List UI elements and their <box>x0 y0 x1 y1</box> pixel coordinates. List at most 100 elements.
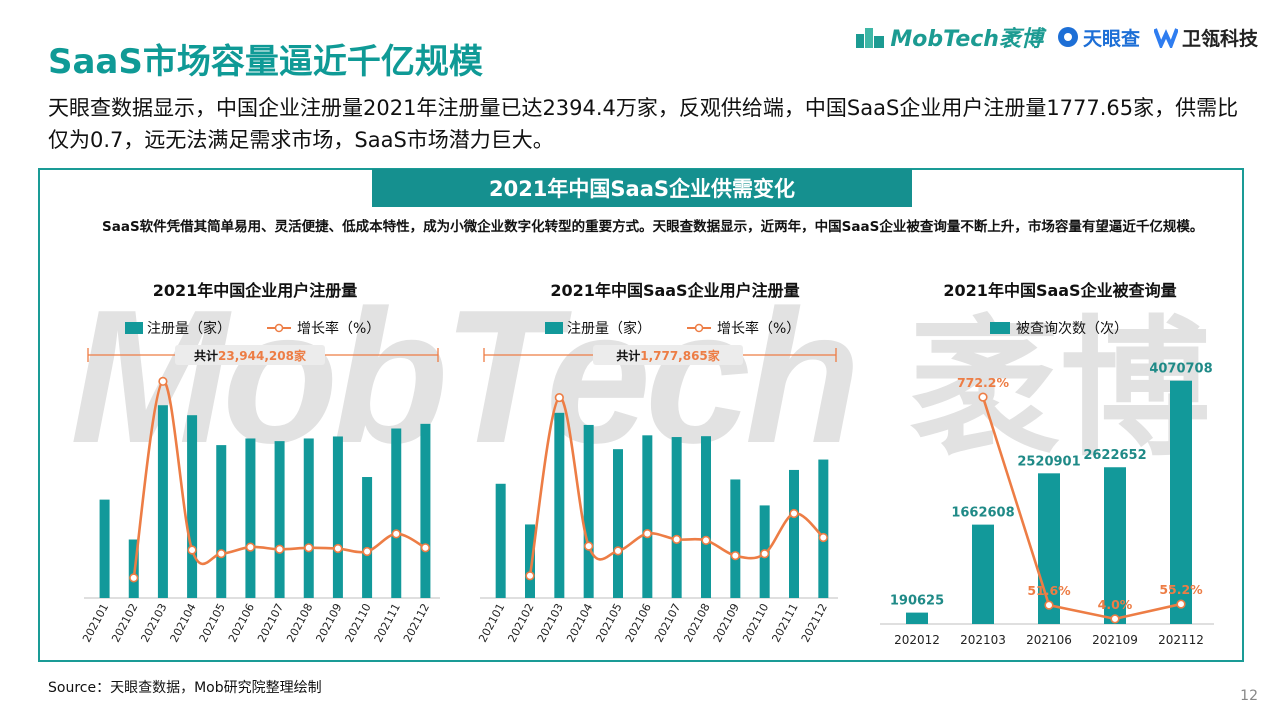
growth-point-202106 <box>642 529 652 539</box>
growth-point-202104 <box>187 545 197 555</box>
growth-point-202110 <box>362 546 372 557</box>
x-tick-label-202103: 202103 <box>138 601 169 644</box>
bar-202102 <box>525 524 535 598</box>
x-tick-label-202104: 202104 <box>168 601 199 644</box>
legend-bar-label: 注册量（家） <box>147 320 231 337</box>
legend-line-marker <box>274 323 284 333</box>
page-number: 12 <box>1240 688 1258 704</box>
logo-bar: MobTech袤博 天眼查 卫瓴科技 <box>856 20 1258 54</box>
x-tick-label-202111: 202111 <box>769 601 800 644</box>
growth-label-202112: 55.2% <box>1159 582 1203 597</box>
total-label-box <box>175 345 325 365</box>
bar-202103 <box>972 524 994 624</box>
x-tick-label-202112: 202112 <box>1158 633 1204 647</box>
legend-bar-label: 被查询次数（次） <box>1016 321 1128 337</box>
legend-line-marker <box>694 323 704 333</box>
bar-202111 <box>391 428 402 598</box>
weiling-logo: 卫瓴科技 <box>1153 24 1258 51</box>
source-note: Source：天眼查数据，Mob研究院整理绘制 <box>48 680 322 696</box>
bar-202104 <box>187 415 198 598</box>
growth-point-202109 <box>333 543 343 554</box>
x-tick-label-202109: 202109 <box>711 601 742 644</box>
bar-202106 <box>642 435 653 598</box>
bar-value-label-202103: 1662608 <box>951 506 1014 521</box>
growth-point-202102 <box>525 571 535 581</box>
bar-202111 <box>789 469 799 598</box>
growth-point-202111 <box>391 529 401 539</box>
mobtech-logo-text: MobTech袤博 <box>890 27 1043 52</box>
x-tick-label-202107: 202107 <box>652 601 683 644</box>
growth-label-202109: 4.0% <box>1098 597 1133 612</box>
bar-202107 <box>274 441 285 598</box>
bar-202106 <box>245 438 256 598</box>
growth-label-202106: 51.6% <box>1027 583 1071 598</box>
bar-202103 <box>157 405 168 598</box>
tianyancha-mark-icon <box>1057 27 1078 47</box>
watermark-cn-text: 袤博 <box>910 303 1211 477</box>
x-tick-label-202105: 202105 <box>197 601 228 644</box>
growth-point-202103 <box>554 392 564 403</box>
x-tick-label-202109: 202109 <box>1092 633 1138 647</box>
bar-202109 <box>1104 467 1126 624</box>
growth-point-202111 <box>789 508 799 519</box>
bar-202103 <box>554 412 565 598</box>
x-tick-label-202103: 202103 <box>535 601 566 644</box>
bar-202104 <box>583 424 594 598</box>
legend-bar-swatch <box>990 322 1010 334</box>
growth-point-202109 <box>730 551 740 561</box>
panel-banner: 2021年中国SaaS企业供需变化 <box>372 169 912 207</box>
growth-point-202103 <box>978 392 988 402</box>
bar-value-label-202106: 2520901 <box>1017 454 1080 469</box>
growth-point-202108 <box>701 535 711 545</box>
growth-rate-line <box>981 396 1182 621</box>
growth-point-202107 <box>672 534 682 544</box>
bar-202107 <box>671 437 682 598</box>
bar-202112 <box>818 459 829 598</box>
x-tick-label-202106: 202106 <box>226 601 257 644</box>
growth-point-202105 <box>613 546 623 556</box>
growth-point-202108 <box>304 543 314 553</box>
x-tick-label-202108: 202108 <box>681 601 712 644</box>
x-tick-label-202105: 202105 <box>593 601 624 644</box>
x-tick-label-202107: 202107 <box>255 601 286 644</box>
weiling-logo-text: 卫瓴科技 <box>1181 27 1258 50</box>
bar-value-label-202112: 4070708 <box>1149 362 1212 377</box>
bar-202110 <box>362 477 373 598</box>
bar-202012 <box>906 612 928 624</box>
mobtech-mark-icon <box>856 28 885 48</box>
growth-point-202109 <box>1110 614 1120 624</box>
growth-point-202110 <box>760 549 770 559</box>
total-label-box <box>593 345 743 365</box>
growth-point-202106 <box>1044 600 1054 610</box>
x-tick-label-202106: 202106 <box>1026 633 1072 647</box>
legend-bar-label: 注册量（家） <box>567 320 651 337</box>
tianyancha-logo: 天眼查 <box>1057 24 1140 51</box>
growth-point-202104 <box>584 541 594 551</box>
x-tick-label-202111: 202111 <box>372 601 403 644</box>
bar-202109 <box>730 479 741 598</box>
page-subtitle: 天眼查数据显示，中国企业注册量2021年注册量已达2394.4万家，反观供给端，… <box>48 96 1239 152</box>
growth-point-202105 <box>216 549 226 559</box>
growth-point-202102 <box>129 573 139 583</box>
legend-line-label: 增长率（%） <box>297 320 380 337</box>
bar-202105 <box>613 449 623 598</box>
total-label: 共计23,944,208家 <box>194 348 307 363</box>
x-tick-label-202101: 202101 <box>476 601 507 644</box>
x-tick-label-202109: 202109 <box>313 601 344 644</box>
bar-202101 <box>99 499 110 598</box>
total-label-prefix: 共计 <box>616 348 640 363</box>
bar-202112 <box>1170 380 1192 624</box>
bar-202112 <box>420 423 431 598</box>
x-tick-label-202106: 202106 <box>623 601 654 644</box>
chart-title: 2021年中国企业用户注册量 <box>153 281 358 300</box>
x-tick-label-202012: 202012 <box>894 633 940 647</box>
growth-label-202103: 772.2% <box>957 375 1010 390</box>
bar-202105 <box>216 445 227 598</box>
growth-point-202103 <box>158 376 168 386</box>
chart-title: 2021年中国SaaS企业被查询量 <box>943 281 1176 300</box>
growth-point-202112 <box>1176 599 1186 609</box>
page-title: SaaS市场容量逼近千亿规模 <box>48 42 483 82</box>
